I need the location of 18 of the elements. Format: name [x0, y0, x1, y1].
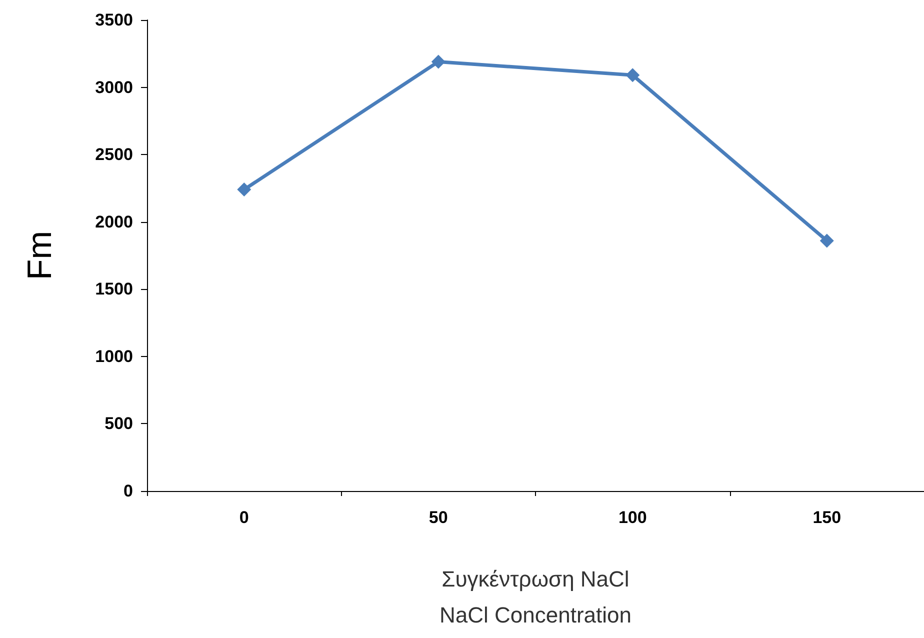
x-tick-label: 0	[239, 508, 249, 527]
point	[626, 68, 640, 82]
y-axis-title: Fm	[21, 230, 59, 280]
y-tick-label: 2500	[95, 145, 133, 164]
point	[431, 54, 446, 69]
x-tick-label: 50	[428, 508, 448, 527]
x-tick-label: 100	[618, 508, 647, 527]
y-tick-label: 1000	[95, 346, 133, 366]
x-tick-label: 150	[812, 508, 842, 527]
y-tick-label: 2000	[95, 212, 133, 232]
y-tick-label: 3000	[95, 78, 133, 97]
point	[237, 182, 252, 197]
y-tick-label: 500	[104, 414, 133, 434]
x-axis-title: Συγκέντρωση NaCl NaCl Concentration	[440, 566, 632, 628]
y-tick-label: 3500	[95, 10, 133, 30]
y-tick-label: 1500	[95, 280, 133, 299]
point	[820, 234, 834, 248]
y-tick-label: 0	[124, 482, 133, 500]
